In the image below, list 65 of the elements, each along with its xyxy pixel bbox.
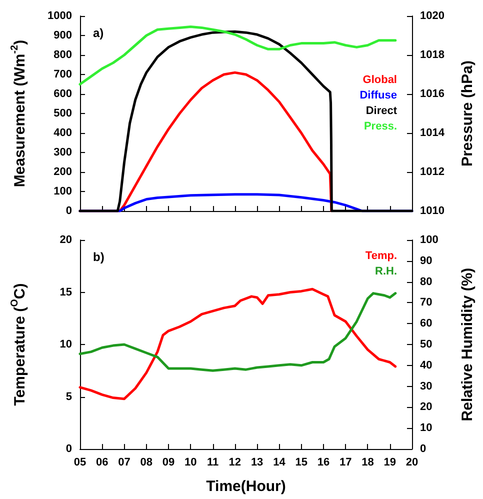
- y2-tick-label: 1014: [420, 127, 446, 139]
- y2-tick-label: 100: [420, 234, 438, 246]
- text: Press.: [364, 120, 397, 132]
- x-tick-label: 16: [317, 456, 330, 468]
- line-series: [78, 25, 397, 86]
- y-axis-title: Temperature (OC): [10, 283, 28, 406]
- line-series: [78, 288, 397, 400]
- y-tick-label: 20: [60, 234, 72, 246]
- y2-tick-label: 90: [420, 254, 432, 267]
- x-tick-label: 18: [362, 456, 374, 468]
- y2-tick-label: 40: [420, 359, 432, 372]
- y2-tick-label: 1016: [420, 88, 444, 100]
- y-tick-label: 100: [54, 186, 72, 198]
- y-tick-label: 900: [54, 30, 72, 42]
- text: a): [93, 26, 104, 40]
- y2-tick-label: 60: [420, 318, 432, 330]
- x-tick-label: 14: [273, 456, 286, 468]
- y-tick-label: 10: [60, 338, 72, 350]
- x-tick-label: 15: [295, 456, 308, 468]
- y2-tick-label: 1020: [420, 10, 444, 22]
- x-tick-label: 13: [250, 456, 264, 468]
- x-tick-label: 08: [140, 456, 153, 468]
- y-axis-title: Measurement (Wm-2): [10, 40, 28, 188]
- x-tick-label: 19: [384, 456, 396, 468]
- y-tick-label: 1000: [48, 10, 72, 22]
- y2-tick-label: 1012: [420, 166, 444, 178]
- text: Direct: [366, 105, 398, 117]
- y2-tick-label: 80: [420, 276, 432, 288]
- y-tick-label: 400: [54, 127, 72, 139]
- x-tick-label: 20: [406, 456, 418, 468]
- x-tick-label: 10: [184, 456, 197, 468]
- x-tick-label: 09: [162, 456, 175, 468]
- y-tick-label: 0: [66, 443, 72, 455]
- line-series: [78, 292, 397, 372]
- y-tick-label: 15: [60, 286, 72, 298]
- y2-tick-label: 1018: [420, 49, 444, 61]
- y2-axis-title: Relative Humidity (%): [459, 268, 476, 422]
- text: Diffuse: [360, 90, 397, 102]
- x-tick-label: 11: [206, 456, 219, 468]
- text: b): [93, 250, 104, 264]
- y-tick-label: 800: [54, 49, 72, 61]
- series-label: R.H.: [375, 266, 397, 278]
- x-axis-title: Time(Hour): [206, 478, 286, 495]
- y2-tick-label: 0: [420, 443, 426, 455]
- y2-tick-label: 10: [420, 422, 432, 434]
- x-tick-label: 05: [74, 456, 86, 468]
- y-tick-label: 500: [54, 108, 72, 120]
- y2-tick-label: 50: [420, 338, 432, 350]
- y2-axis-title: Pressure (hPa): [459, 60, 476, 166]
- y-tick-label: 5: [66, 390, 72, 403]
- y-tick-label: 600: [54, 88, 72, 100]
- text: Temp.: [365, 250, 397, 262]
- text: Global: [362, 74, 397, 86]
- y-tick-label: 300: [54, 146, 72, 158]
- x-tick-label: 06: [96, 456, 108, 468]
- y-tick-label: 700: [54, 68, 72, 80]
- y-tick-label: 200: [54, 166, 72, 178]
- y2-tick-label: 70: [420, 296, 432, 309]
- x-tick-label: 17: [339, 456, 352, 468]
- x-tick-label: 07: [118, 456, 130, 468]
- x-tick-label: 12: [228, 456, 242, 468]
- y2-tick-label: 30: [420, 380, 432, 392]
- y-tick-label: 0: [66, 205, 72, 217]
- y2-tick-label: 1010: [420, 205, 444, 217]
- y2-tick-label: 20: [420, 401, 432, 414]
